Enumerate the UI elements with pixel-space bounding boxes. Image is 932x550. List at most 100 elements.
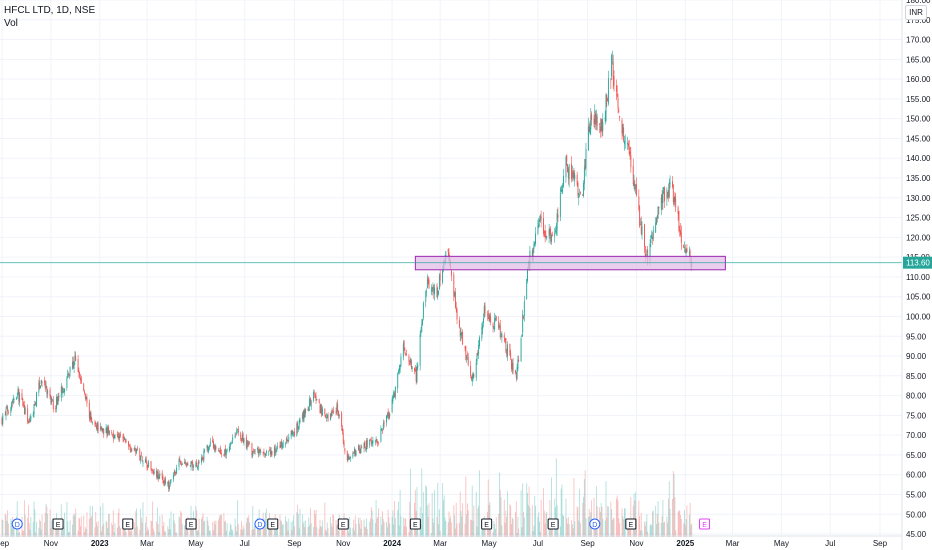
volume-bar xyxy=(108,514,109,537)
volume-bar xyxy=(279,514,281,537)
volume-bar xyxy=(623,508,625,537)
candle-body xyxy=(365,447,367,450)
volume-bar xyxy=(438,524,440,537)
volume-bar xyxy=(10,518,12,537)
volume-bar xyxy=(615,498,617,537)
dividend-marker[interactable]: D xyxy=(254,518,266,530)
dividend-marker[interactable]: D xyxy=(589,518,601,530)
candle-body xyxy=(4,414,6,416)
candle-body xyxy=(550,232,552,242)
candle-body xyxy=(599,126,601,132)
volume-bar xyxy=(254,526,256,537)
volume-bar xyxy=(35,521,37,537)
volume-bar xyxy=(647,531,649,537)
dividend-marker[interactable]: D xyxy=(11,518,23,530)
candle-body xyxy=(353,452,355,454)
candle-body xyxy=(35,402,37,406)
earnings-marker[interactable]: E xyxy=(337,518,349,530)
time-axis-tick-label: Sep xyxy=(0,539,10,548)
earnings-marker[interactable]: E xyxy=(547,518,559,530)
candle-body xyxy=(482,324,484,330)
candle-body xyxy=(198,462,200,463)
volume-bar xyxy=(237,500,238,537)
volume-bar xyxy=(518,528,520,537)
price-axis[interactable]: 45.00 50.00 55.00 60.00 65.00 70.00 75.00 80.00… xyxy=(901,0,932,550)
volume-bar xyxy=(660,522,662,537)
candle-body xyxy=(287,439,289,441)
price-axis-tick-label: 130.00 xyxy=(906,194,931,203)
volume-bar xyxy=(301,514,303,537)
candle-body xyxy=(206,445,208,449)
volume-bar xyxy=(325,529,327,537)
earnings-marker[interactable]: E xyxy=(699,518,711,530)
volume-bar xyxy=(95,511,97,537)
dividend-marker-circle xyxy=(254,518,266,530)
volume-bar xyxy=(4,513,6,537)
earnings-marker[interactable]: E xyxy=(267,518,279,530)
candle-body xyxy=(532,250,534,260)
candle-body xyxy=(106,428,108,436)
candle-body xyxy=(214,444,216,450)
earnings-marker[interactable]: E xyxy=(625,518,637,530)
volume-bar xyxy=(484,523,486,537)
event-marker-label: E xyxy=(270,522,275,529)
volume-bar xyxy=(434,490,436,537)
candle-body xyxy=(394,392,395,398)
candle-body xyxy=(175,472,177,475)
candle-body xyxy=(152,470,154,472)
candle-body xyxy=(347,455,349,460)
candle-body xyxy=(128,441,130,446)
candle-body xyxy=(591,113,593,121)
volume-bar xyxy=(360,528,362,537)
volume-bar xyxy=(304,527,306,537)
volume-bar xyxy=(44,522,45,537)
earnings-marker[interactable]: E xyxy=(122,518,134,530)
volume-bar xyxy=(153,531,155,537)
volume-bar xyxy=(577,507,579,537)
candle-body xyxy=(405,353,407,355)
earnings-marker[interactable]: E xyxy=(185,518,197,530)
candle-body xyxy=(494,317,496,330)
candle-body xyxy=(378,441,379,443)
volume-bar xyxy=(329,516,331,537)
earnings-marker[interactable]: E xyxy=(52,518,64,530)
earnings-marker[interactable]: E xyxy=(409,518,421,530)
candle-body xyxy=(243,438,245,443)
volume-legend-label[interactable]: Vol xyxy=(4,18,18,29)
candle-body xyxy=(230,443,232,445)
volume-bar xyxy=(669,508,671,537)
volume-bar xyxy=(389,523,391,537)
volume-bar xyxy=(444,517,446,537)
volume-bar xyxy=(220,515,222,537)
symbol-title[interactable]: HFCL LTD, 1D, NSE xyxy=(4,5,96,16)
volume-bar xyxy=(52,518,53,537)
candle-body xyxy=(91,418,93,423)
candle-body xyxy=(55,408,57,409)
candle-body xyxy=(537,225,539,234)
volume-bar xyxy=(86,512,88,537)
price-axis-tick-label: 120.00 xyxy=(906,233,931,242)
currency-button[interactable]: INR xyxy=(905,5,927,20)
candle-body xyxy=(333,410,335,412)
volume-bar xyxy=(633,493,635,537)
time-axis[interactable]: Sep Nov 2023 Mar May Jul Sep Nov 2024 Mar May Jul Se… xyxy=(0,535,902,548)
candle-body xyxy=(638,196,640,210)
earnings-marker[interactable]: E xyxy=(481,518,493,530)
candle-body xyxy=(343,442,345,448)
candle-body xyxy=(269,449,271,451)
volume-bar xyxy=(605,481,607,537)
time-axis-tick-label: May xyxy=(774,539,789,548)
candle-body xyxy=(113,436,115,439)
candle-body xyxy=(607,98,609,102)
volume-bar xyxy=(574,521,576,537)
volume-bar xyxy=(656,524,657,537)
candle-body xyxy=(522,314,524,333)
volume-bar xyxy=(382,518,384,537)
volume-bar xyxy=(112,510,114,537)
candle-body xyxy=(234,435,236,438)
candle-body xyxy=(75,356,77,361)
volume-bar xyxy=(450,516,452,537)
volume-bar xyxy=(426,486,428,537)
